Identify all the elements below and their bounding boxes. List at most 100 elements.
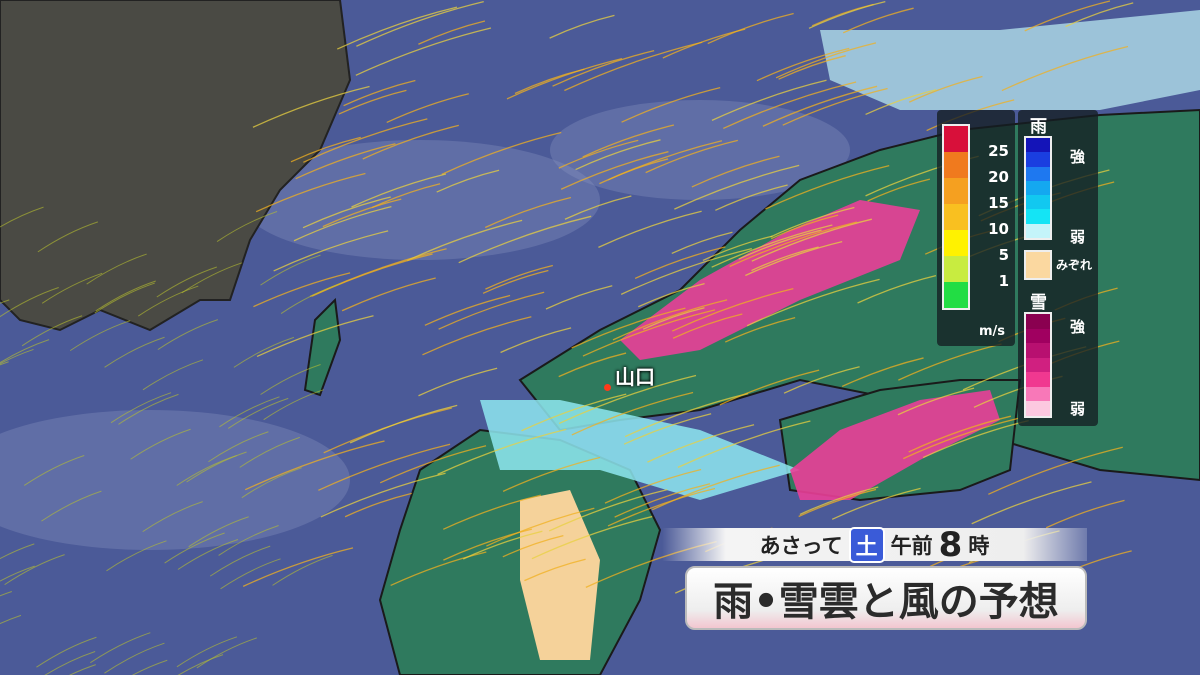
wind-streamline xyxy=(1001,45,1129,92)
wind-streamline xyxy=(272,554,333,586)
color-step xyxy=(944,204,968,230)
wind-streamline xyxy=(571,391,694,436)
wind-streamline xyxy=(549,14,615,39)
wind-streamline xyxy=(831,487,921,520)
wind-streamline xyxy=(571,307,686,349)
wind-streamline xyxy=(634,246,726,280)
wind-streamline xyxy=(702,235,773,262)
wind-streamline xyxy=(909,75,983,103)
color-step xyxy=(1026,166,1050,181)
color-step xyxy=(1026,138,1050,153)
wind-streamline xyxy=(227,397,289,429)
wind-streamline xyxy=(524,558,586,582)
wind-streamline xyxy=(620,248,752,295)
wind-streamline xyxy=(783,366,860,394)
wind-streamline xyxy=(239,436,300,468)
wind-streamline xyxy=(176,636,238,668)
wind-streamline xyxy=(647,424,755,463)
map-title: 雨•雪雲と風の予想 xyxy=(685,566,1087,630)
wind-streamline xyxy=(406,219,523,262)
wind-streamline xyxy=(500,327,572,354)
wind-streamline xyxy=(715,184,788,211)
wind-streamline xyxy=(86,253,147,285)
wind-streamline xyxy=(44,650,96,675)
wind-streamline xyxy=(751,246,819,272)
color-step xyxy=(1026,386,1050,402)
wind-streamline xyxy=(988,446,1123,495)
color-step xyxy=(944,256,968,282)
wind-streamline xyxy=(131,659,168,675)
wind-streamline xyxy=(390,551,487,587)
color-step xyxy=(1026,357,1050,373)
wind-streamline xyxy=(177,539,239,570)
wind-streamline xyxy=(104,642,165,674)
color-step xyxy=(1026,223,1050,238)
snow-weak-label: 弱 xyxy=(1070,400,1086,418)
wind-streamline xyxy=(484,196,572,229)
wind-streamline xyxy=(604,468,702,504)
wind-streamline xyxy=(662,28,746,59)
wind-streamline xyxy=(177,654,224,675)
wind-streamline xyxy=(142,501,203,533)
color-step xyxy=(944,230,968,256)
wind-streamline xyxy=(0,339,50,364)
wind-streamline xyxy=(442,494,542,530)
wind-streamline xyxy=(775,42,877,79)
wind-streamline xyxy=(897,387,975,416)
wind-streamline xyxy=(971,481,1092,525)
wind-streamline xyxy=(106,540,167,572)
wind-tick: 10 xyxy=(988,220,1009,238)
wind-streamline xyxy=(273,230,389,272)
wind-streamline xyxy=(293,206,392,242)
wind-streamline xyxy=(209,545,271,577)
wind-streamline xyxy=(418,367,498,397)
wind-streamline xyxy=(110,392,172,424)
wind-streamline xyxy=(867,178,931,202)
wind-streamline xyxy=(436,169,500,193)
wind-streamline xyxy=(723,81,857,130)
wind-streamline xyxy=(0,348,34,365)
snow-area xyxy=(620,200,920,360)
wind-streamline xyxy=(69,320,131,352)
color-step xyxy=(1026,372,1050,387)
wind-streamline xyxy=(486,507,595,547)
rain-weak-label: 弱 xyxy=(1070,228,1086,246)
wind-streamline xyxy=(711,224,833,268)
wind-streamline xyxy=(295,143,396,180)
wind-streamline xyxy=(677,420,811,468)
wind-streamline xyxy=(0,206,44,228)
wind-streamline xyxy=(745,240,843,277)
wind-streamline xyxy=(349,404,458,444)
wind-streamline xyxy=(672,313,743,339)
wind-streamline xyxy=(371,183,441,209)
wind-streamline xyxy=(671,288,794,332)
wind-streamline xyxy=(607,487,716,527)
wind-streamline xyxy=(156,266,217,298)
wind-streamline xyxy=(303,118,428,163)
wind-streamline xyxy=(242,547,354,587)
cloud xyxy=(240,140,600,260)
wind-streamline xyxy=(548,489,668,532)
wind-streamline xyxy=(0,299,10,304)
color-step xyxy=(1026,209,1050,224)
wind-streamline xyxy=(323,407,452,454)
wind-streamline xyxy=(902,417,1019,460)
tsushima-island xyxy=(303,297,342,397)
wind-streamline xyxy=(244,440,385,491)
cloud xyxy=(0,410,350,550)
relative-day: あさって xyxy=(759,533,843,558)
snow-area xyxy=(790,390,1000,500)
am-pm: 午前 xyxy=(890,533,933,558)
wind-streamline xyxy=(482,269,549,294)
wind-streamline xyxy=(260,254,321,286)
wind-streamline xyxy=(545,285,613,310)
wind-streamline xyxy=(624,392,749,438)
wind-streamline xyxy=(1045,499,1125,529)
wind-streamline xyxy=(233,336,295,368)
wind-streamline xyxy=(614,483,711,518)
wind-streamline xyxy=(514,68,585,95)
wind-streamline xyxy=(216,211,278,242)
wind-streamline xyxy=(356,1,484,47)
wind-streamline xyxy=(751,218,873,262)
wind-streamline xyxy=(157,319,219,351)
